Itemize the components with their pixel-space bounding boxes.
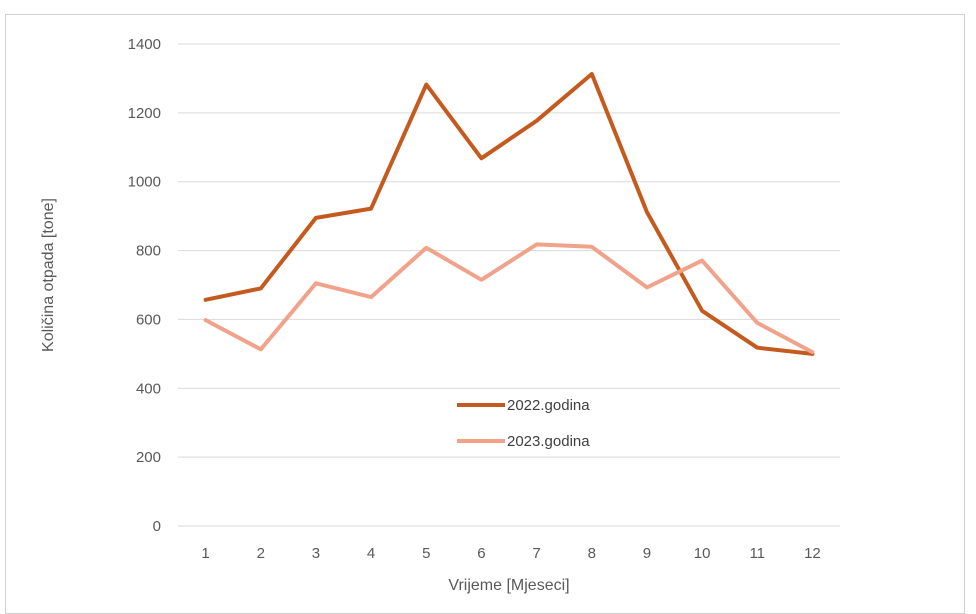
y-tick-label: 800 xyxy=(136,243,161,260)
series-line-1 xyxy=(206,74,813,354)
legend-item-1: 2022.godina xyxy=(457,397,590,414)
y-axis-ticks: 0 200 400 600 800 1000 1200 1400 xyxy=(128,36,161,535)
x-tick-label: 7 xyxy=(532,545,540,562)
y-tick-label: 200 xyxy=(136,449,161,466)
legend-item-2: 2023.godina xyxy=(457,433,590,450)
x-tick-label: 11 xyxy=(749,545,765,562)
x-tick-label: 9 xyxy=(643,545,651,562)
legend-label: 2022.godina xyxy=(507,397,590,414)
series-lines xyxy=(205,74,812,354)
gridlines xyxy=(178,44,840,526)
y-tick-label: 1000 xyxy=(128,174,161,191)
x-tick-label: 8 xyxy=(588,545,596,562)
x-tick-label: 6 xyxy=(477,545,485,562)
x-tick-label: 1 xyxy=(201,545,209,562)
x-tick-label: 3 xyxy=(312,545,320,562)
x-tick-label: 10 xyxy=(694,545,711,562)
y-tick-label: 0 xyxy=(153,518,161,535)
y-tick-label: 400 xyxy=(136,380,161,397)
x-tick-label: 4 xyxy=(367,545,375,562)
y-axis-title: Količina otpada [tone] xyxy=(40,198,57,352)
x-tick-label: 12 xyxy=(804,545,821,562)
legend-label: 2023.godina xyxy=(507,433,590,450)
x-tick-label: 2 xyxy=(257,545,265,562)
y-tick-label: 600 xyxy=(136,311,161,328)
y-tick-label: 1400 xyxy=(128,36,161,53)
y-tick-label: 1200 xyxy=(128,105,161,122)
legend: 2022.godina 2023.godina xyxy=(457,397,590,450)
series-line-2 xyxy=(206,244,813,352)
x-tick-label: 5 xyxy=(422,545,430,562)
x-axis-title: Vrijeme [Mjeseci] xyxy=(448,577,569,594)
